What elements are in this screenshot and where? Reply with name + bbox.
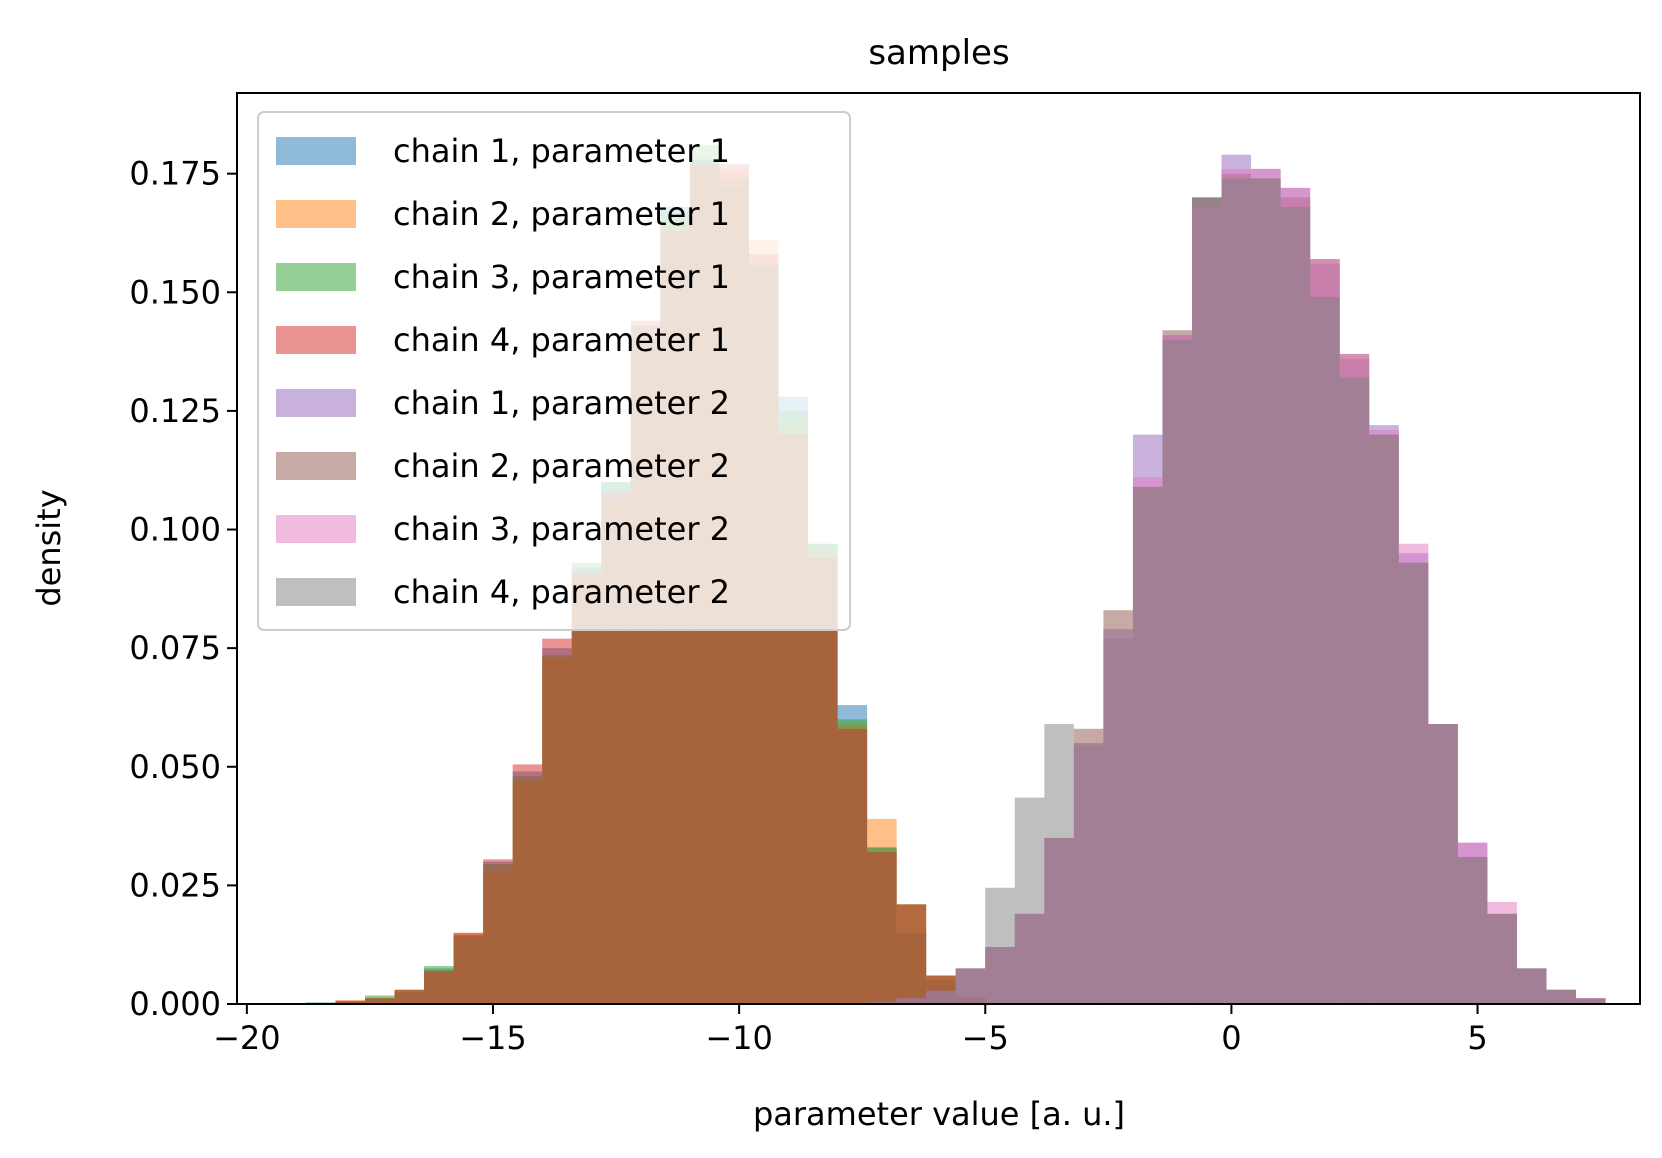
- legend-label: chain 4, parameter 2: [393, 573, 730, 611]
- hist-bar-s8-b19: [1398, 562, 1429, 1004]
- hist-bar-s4-b7: [483, 859, 513, 1004]
- legend-swatch: [276, 326, 356, 354]
- hist-bar-s8-b12: [1192, 197, 1222, 1004]
- y-tick-label: 0.125: [129, 392, 221, 430]
- hist-bar-s8-b4: [955, 968, 986, 1004]
- y-tick-label: 0.025: [129, 866, 221, 904]
- hist-bar-s8-b7: [1044, 724, 1074, 1004]
- x-tick-label: 0: [1221, 1019, 1241, 1057]
- y-tick-label: 0.000: [129, 985, 221, 1023]
- x-axis-label: parameter value [a. u.]: [753, 1095, 1125, 1133]
- legend-label: chain 3, parameter 2: [393, 510, 730, 548]
- legend-label: chain 2, parameter 1: [393, 195, 730, 233]
- y-tick-label: 0.175: [129, 155, 221, 193]
- x-tick-label: 5: [1467, 1019, 1487, 1057]
- hist-bar-s8-b17: [1339, 377, 1370, 1004]
- hist-bar-s8-b8: [1073, 745, 1104, 1004]
- hist-bar-s4-b10: [571, 572, 602, 1004]
- chart-title: samples: [868, 33, 1009, 73]
- hist-bar-s8-b13: [1221, 178, 1252, 1004]
- hist-bar-s8-b23: [1516, 968, 1547, 1004]
- y-axis-ticks: 0.000 0.025 0.050 0.075 0.100 0.125 0.150 0.175: [129, 155, 237, 1023]
- legend-label: chain 2, parameter 2: [393, 447, 730, 485]
- plot-frame: [236, 92, 1641, 1005]
- hist-bar-s4-b9: [542, 638, 572, 1004]
- legend-swatch: [276, 137, 356, 165]
- legend-swatch: [276, 578, 356, 606]
- x-tick-label: −15: [459, 1019, 527, 1057]
- hist-bar-s4-b2: [335, 1000, 365, 1004]
- hist-bar-s8-b9: [1103, 629, 1133, 1004]
- hist-bar-s4-b4: [394, 989, 425, 1004]
- hist-bar-s4-b19: [837, 728, 868, 1004]
- hist-bar-s8-b14: [1251, 178, 1281, 1004]
- y-tick-label: 0.100: [129, 511, 221, 549]
- legend: chain 1, parameter 1 chain 2, parameter 1…: [257, 111, 851, 631]
- y-tick-label: 0.150: [129, 273, 221, 311]
- legend-swatch: [276, 515, 356, 543]
- legend-label: chain 1, parameter 1: [393, 132, 730, 170]
- hist-bar-s8-b18: [1369, 434, 1399, 1005]
- legend-swatch: [276, 200, 356, 228]
- hist-bar-s8-b22: [1487, 913, 1517, 1004]
- hist-bar-s8-b16: [1310, 297, 1340, 1004]
- x-axis-ticks: −20 −15 −10 −5 0 5: [213, 1004, 1488, 1057]
- legend-swatch: [276, 389, 356, 417]
- hist-bar-s8-b10: [1132, 486, 1163, 1004]
- legend-label: chain 3, parameter 1: [393, 258, 730, 296]
- hist-bar-s4-b8: [512, 764, 543, 1004]
- legend-box: [257, 111, 851, 631]
- hist-bar-s8-b6: [1014, 797, 1045, 1004]
- legend-swatch: [276, 263, 356, 291]
- legend-label: chain 1, parameter 2: [393, 384, 730, 422]
- y-tick-label: 0.050: [129, 748, 221, 786]
- y-tick-label: 0.075: [129, 629, 221, 667]
- hist-bar-s8-b21: [1457, 856, 1488, 1004]
- x-tick-label: −5: [962, 1019, 1009, 1057]
- y-axis-label: density: [30, 489, 68, 606]
- hist-bar-s8-b5: [985, 887, 1015, 1004]
- legend-swatch: [276, 452, 356, 480]
- hist-bar-s4-b20: [867, 852, 897, 1004]
- hist-bar-s4-b3: [364, 998, 395, 1004]
- x-tick-label: −20: [213, 1019, 281, 1057]
- hist-bar-s8-b25: [1576, 998, 1606, 1004]
- hist-bar-s8-b11: [1162, 339, 1193, 1005]
- hist-bar-s8-b24: [1546, 989, 1577, 1004]
- hist-bar-s8-b20: [1428, 724, 1458, 1004]
- legend-label: chain 4, parameter 1: [393, 321, 730, 359]
- hist-bar-s8-b15: [1280, 206, 1311, 1005]
- hist-bar-s8-b2: [896, 998, 927, 1004]
- hist-bar-s4-b5: [424, 970, 454, 1004]
- hist-bar-s4-b21: [896, 904, 927, 1004]
- hist-bar-s4-b18: [808, 557, 838, 1004]
- hist-bar-s8-b3: [926, 990, 956, 1004]
- x-tick-label: −10: [705, 1019, 773, 1057]
- hist-bar-s4-b6: [453, 932, 484, 1004]
